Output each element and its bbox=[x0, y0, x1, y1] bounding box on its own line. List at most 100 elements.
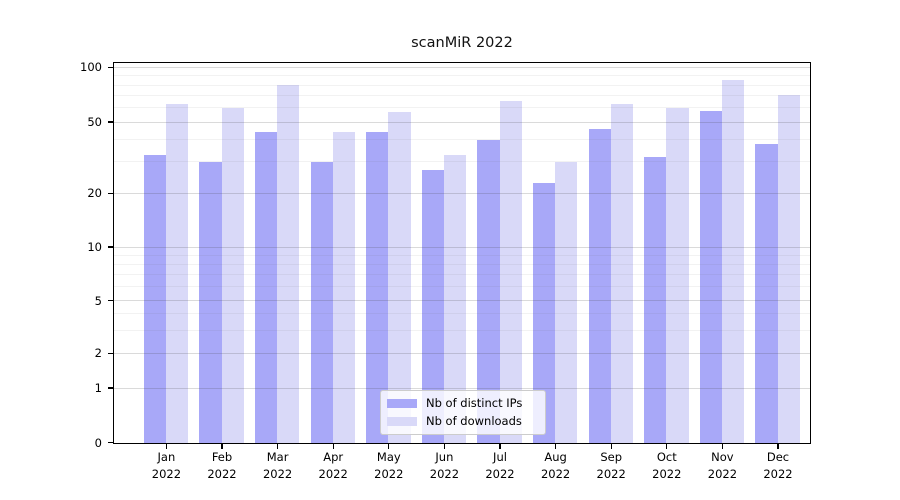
gridline-90 bbox=[114, 75, 810, 77]
bar-may-distinct-ips bbox=[366, 132, 389, 443]
bar-jun-distinct-ips bbox=[421, 170, 444, 443]
x-tick-label-year: 2022 bbox=[318, 467, 348, 482]
x-tick-label-year: 2022 bbox=[596, 467, 626, 482]
legend-label-downloads: Nb of downloads bbox=[426, 414, 522, 428]
legend-swatch-distinct-ips bbox=[387, 398, 417, 408]
x-tick-label-jul: Jul 2022 bbox=[485, 449, 514, 484]
x-tick-label-dec: Dec 2022 bbox=[763, 449, 792, 484]
x-tick-mark-jun bbox=[443, 444, 446, 449]
x-tick-label-year: 2022 bbox=[429, 467, 460, 482]
y-tick-label-0: 0 bbox=[94, 435, 102, 450]
bar-jul-downloads bbox=[499, 100, 522, 443]
bar-aug-downloads bbox=[555, 162, 578, 443]
y-tick-label-1: 1 bbox=[94, 380, 102, 395]
x-tick-mark-oct bbox=[666, 444, 668, 449]
legend-swatch-downloads bbox=[387, 416, 417, 426]
bar-mar-distinct-ips bbox=[254, 132, 278, 443]
y-tick-mark-10 bbox=[108, 246, 113, 248]
x-tick-mark-feb bbox=[221, 444, 223, 449]
gridline-60 bbox=[114, 107, 810, 109]
x-tick-label-apr: Apr 2022 bbox=[319, 449, 348, 484]
y-tick-label-10: 10 bbox=[87, 240, 102, 255]
y-tick-mark-0 bbox=[108, 441, 113, 444]
bar-apr-downloads bbox=[332, 132, 356, 443]
bar-apr-distinct-ips bbox=[310, 162, 333, 443]
x-tick-mark-dec bbox=[777, 444, 779, 449]
plot-area bbox=[113, 62, 811, 444]
gridline-30 bbox=[114, 161, 810, 163]
legend: Nb of distinct IPs Nb of downloads bbox=[380, 390, 546, 435]
x-tick-mark-may bbox=[388, 444, 390, 449]
x-tick-label-year: 2022 bbox=[262, 467, 293, 482]
x-tick-mark-jul bbox=[499, 444, 501, 449]
x-tick-label-year: 2022 bbox=[540, 467, 571, 482]
grid-layer bbox=[114, 63, 810, 443]
gridline-7 bbox=[114, 274, 810, 276]
x-tick-label-year: 2022 bbox=[707, 467, 738, 482]
x-tick-label-jun: Jun 2022 bbox=[430, 449, 459, 484]
bar-dec-distinct-ips bbox=[755, 143, 778, 443]
y-tick-mark-50 bbox=[108, 121, 113, 123]
y-tick-mark-100 bbox=[108, 66, 113, 69]
x-tick-mark-jan bbox=[165, 444, 168, 449]
x-tick-label-aug: Aug 2022 bbox=[541, 449, 570, 484]
x-tick-mark-nov bbox=[721, 444, 724, 449]
y-tick-mark-2 bbox=[108, 352, 113, 354]
x-tick-label-oct: Oct 2022 bbox=[652, 449, 681, 484]
bar-jun-downloads bbox=[444, 154, 467, 443]
gridline-6 bbox=[114, 286, 810, 288]
x-tick-mark-apr bbox=[332, 444, 334, 449]
x-tick-label-year: 2022 bbox=[151, 467, 182, 482]
gridline-70 bbox=[114, 95, 810, 97]
bar-sep-distinct-ips bbox=[588, 128, 611, 443]
x-tick-label-year: 2022 bbox=[207, 467, 237, 482]
gridline-50 bbox=[114, 121, 810, 123]
x-tick-mark-mar bbox=[276, 444, 279, 449]
x-tick-label-sep: Sep 2022 bbox=[597, 449, 626, 484]
bar-oct-distinct-ips bbox=[644, 157, 667, 443]
gridline-3 bbox=[114, 329, 810, 331]
x-tick-label-year: 2022 bbox=[763, 467, 793, 482]
y-tick-label-20: 20 bbox=[87, 186, 102, 201]
y-tick-mark-1 bbox=[108, 387, 113, 389]
bar-feb-distinct-ips bbox=[199, 162, 222, 443]
legend-item-distinct-ips: Nb of distinct IPs bbox=[387, 396, 536, 410]
x-tick-label-year: 2022 bbox=[374, 467, 404, 482]
x-tick-label-jan: Jan 2022 bbox=[152, 449, 181, 484]
y-tick-label-5: 5 bbox=[94, 293, 102, 308]
bars-layer bbox=[114, 63, 810, 443]
y-tick-label-100: 100 bbox=[80, 60, 102, 75]
x-tick-label-nov: Nov 2022 bbox=[708, 449, 737, 484]
gridline-40 bbox=[114, 138, 810, 140]
bar-jan-downloads bbox=[166, 104, 189, 443]
y-tick-label-2: 2 bbox=[94, 346, 102, 361]
x-tick-label-year: 2022 bbox=[652, 467, 682, 482]
gridline-5 bbox=[114, 300, 810, 302]
bar-nov-downloads bbox=[722, 79, 745, 443]
bar-mar-downloads bbox=[277, 85, 300, 443]
y-tick-mark-5 bbox=[108, 299, 113, 302]
legend-item-downloads: Nb of downloads bbox=[387, 414, 536, 428]
x-tick-label-feb: Feb 2022 bbox=[207, 449, 236, 484]
bar-jul-distinct-ips bbox=[477, 139, 500, 443]
bar-aug-distinct-ips bbox=[532, 182, 556, 443]
bar-may-downloads bbox=[388, 112, 411, 443]
chart-title: scanMiR 2022 bbox=[411, 35, 513, 51]
gridline-4 bbox=[114, 313, 810, 315]
bar-nov-distinct-ips bbox=[699, 110, 722, 443]
y-tick-mark-20 bbox=[108, 192, 113, 195]
gridline-10 bbox=[114, 246, 810, 248]
gridline-8 bbox=[114, 263, 810, 265]
x-tick-label-year: 2022 bbox=[485, 467, 515, 482]
gridline-9 bbox=[114, 254, 810, 256]
bar-dec-downloads bbox=[777, 94, 800, 443]
gridline-2 bbox=[114, 352, 810, 354]
gridline-100 bbox=[114, 66, 810, 68]
x-tick-label-may: May 2022 bbox=[374, 449, 403, 484]
gridline-1 bbox=[114, 387, 810, 389]
bar-feb-downloads bbox=[221, 108, 244, 443]
gridline-20 bbox=[114, 193, 810, 195]
x-tick-mark-aug bbox=[554, 444, 557, 449]
bar-jan-distinct-ips bbox=[143, 154, 166, 443]
